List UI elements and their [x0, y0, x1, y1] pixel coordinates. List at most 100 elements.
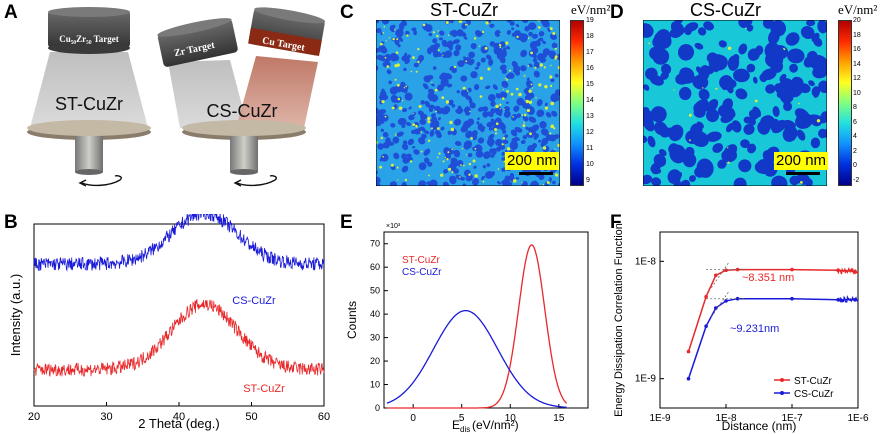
map-hotspot	[405, 85, 408, 88]
map-hotspot	[523, 75, 526, 77]
map-cell	[439, 30, 445, 36]
map-hotspot	[395, 133, 397, 135]
map-hotspot	[398, 106, 403, 110]
map-cell	[554, 73, 559, 78]
colorbar-tick: 18	[853, 31, 861, 39]
map-cell	[694, 166, 706, 178]
corr-fit-line	[711, 291, 730, 318]
corr-ytick-label: 1E-9	[635, 374, 657, 385]
map-hotspot	[459, 176, 461, 178]
sputtering-schematic: Cu₅₀Zr₅₀ Target Zr Target Cu Target ST-C…	[27, 7, 326, 187]
map-cell	[401, 153, 407, 159]
colorbar-cs	[838, 20, 852, 186]
map-hotspot	[466, 154, 468, 156]
map-cell	[781, 93, 791, 105]
map-hotspot	[484, 46, 488, 50]
map-cell	[731, 120, 742, 133]
map-cell	[443, 168, 448, 174]
map-hotspot	[534, 66, 537, 69]
map-cell	[732, 54, 740, 62]
map-hotspot	[404, 178, 408, 182]
map-hotspot	[379, 42, 383, 46]
map-cell	[746, 63, 756, 73]
map-hotspot	[449, 120, 453, 125]
map-cell	[381, 88, 386, 95]
map-hotspot	[783, 48, 786, 51]
map-hotspot	[521, 114, 523, 116]
corr-annot-cs: ~9.231nm	[730, 323, 779, 335]
map-cell	[771, 175, 788, 186]
panel-letter-a: A	[4, 2, 18, 23]
dist-xlabel-unit: (eV/nm²)	[472, 418, 519, 432]
label-cs-cuzr: CS-CuZr	[207, 101, 278, 121]
dist-ytick-label: 60	[370, 262, 380, 272]
map-cell	[449, 66, 455, 71]
map-hotspot	[487, 67, 491, 71]
map-cell	[806, 50, 818, 61]
map-cell	[785, 32, 800, 46]
map-hotspot	[379, 165, 382, 169]
map-hotspot	[412, 123, 416, 126]
map-hotspot	[505, 41, 509, 45]
map-hotspot	[495, 122, 499, 125]
map-unit-st: eV/nm²	[571, 2, 611, 17]
map-title-cs: CS-CuZr	[690, 0, 761, 20]
map-cell	[389, 181, 397, 186]
cuzr-target	[48, 10, 130, 48]
map-cell	[818, 80, 827, 94]
map-cell	[738, 20, 750, 29]
map-cell	[422, 83, 429, 90]
map-hotspot	[549, 132, 552, 135]
map-hotspot	[510, 92, 514, 96]
map-hotspot	[648, 42, 650, 45]
map-cell	[488, 61, 493, 66]
map-cell	[406, 153, 412, 158]
map-hotspot	[464, 24, 467, 26]
map-hotspot	[445, 100, 450, 104]
map-cell	[643, 23, 654, 38]
corr-point	[686, 349, 691, 354]
dist-multiplier: ×10³	[386, 223, 401, 230]
colorbar-tick: 0	[853, 162, 857, 170]
map-cell	[377, 143, 384, 150]
map-cell	[796, 173, 806, 182]
map-cell	[725, 123, 735, 133]
map-cell	[419, 118, 427, 125]
map-cell	[505, 101, 510, 104]
xrd-label-cs: CS-CuZr	[232, 295, 276, 307]
dist-ytick-label: 0	[375, 403, 380, 413]
map-hotspot	[542, 184, 545, 186]
map-hotspot	[431, 127, 433, 130]
map-hotspot	[526, 108, 530, 113]
map-cell	[733, 177, 747, 186]
map-cell	[753, 76, 758, 84]
map-hotspot	[521, 182, 523, 184]
map-cell	[381, 47, 388, 54]
map-hotspot	[546, 181, 550, 184]
map-cell	[490, 118, 495, 123]
map-cell	[449, 165, 457, 172]
dist-ytick-label: 30	[370, 333, 380, 343]
map-cell	[794, 108, 810, 121]
corr-point	[724, 299, 728, 303]
map-cell	[401, 165, 409, 173]
map-hotspot	[689, 139, 691, 142]
map-cell	[738, 43, 748, 55]
map-hotspot	[427, 116, 431, 121]
xrd-xtick-label: 20	[28, 411, 40, 423]
map-hotspot	[427, 139, 431, 142]
map-cell	[755, 45, 764, 56]
map-cell	[423, 157, 430, 164]
map-cell	[509, 140, 519, 150]
map-cell	[396, 131, 404, 137]
map-cell	[407, 54, 411, 59]
map-cell	[811, 32, 820, 43]
map-cell	[490, 100, 496, 107]
map-hotspot	[396, 166, 399, 169]
map-hotspot	[715, 87, 718, 90]
substrate-holder-st	[75, 136, 103, 172]
map-cell	[655, 35, 664, 44]
map-cell	[436, 133, 442, 139]
colorbar-tick: 18	[586, 33, 594, 40]
map-cell	[673, 145, 683, 154]
